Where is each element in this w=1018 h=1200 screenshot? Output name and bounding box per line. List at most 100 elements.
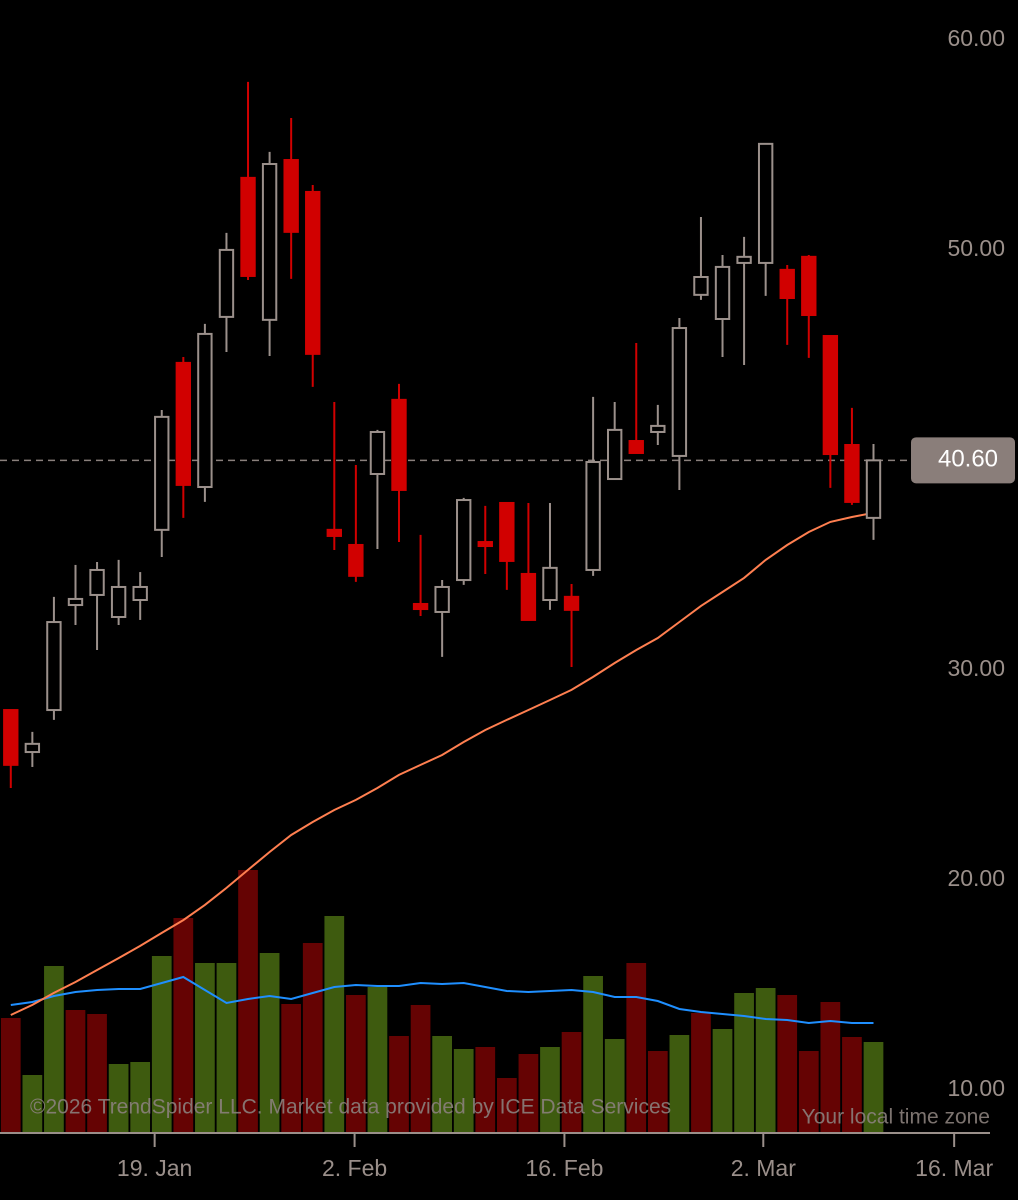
volume-bar [389, 1036, 409, 1133]
y-tick-label: 30.00 [947, 655, 1005, 681]
timezone-note: Your local time zone [802, 1106, 990, 1129]
volume-bar [820, 1002, 841, 1133]
candle-body [693, 276, 709, 296]
candle-body [305, 190, 321, 355]
volume-bar [151, 956, 172, 1133]
volume-bar [44, 966, 64, 1133]
candle-body [89, 568, 105, 596]
volume-bar [195, 963, 215, 1133]
candle-body [650, 424, 666, 433]
candle-body [499, 501, 515, 562]
candle-body [391, 398, 407, 491]
candle-body [326, 528, 342, 537]
volume-bar [453, 1049, 474, 1133]
candle-body [801, 255, 817, 317]
candle-body [434, 585, 450, 613]
credits: ©2026 TrendSpider LLC. Market data provi… [30, 1096, 671, 1119]
candle-body [154, 415, 170, 531]
volume-bar [561, 1032, 582, 1133]
candle-body [671, 327, 688, 457]
candle-body [369, 430, 386, 475]
volume-bar [604, 1039, 625, 1133]
y-tick-label: 50.00 [947, 235, 1005, 261]
candle-body [218, 248, 235, 318]
volume-bar [65, 1010, 86, 1133]
volume-bar [173, 918, 194, 1133]
candle-body [283, 159, 299, 233]
candle-body [563, 595, 580, 611]
candle-body [24, 742, 41, 754]
volume-bar [691, 1013, 711, 1133]
x-tick-label: 19. Jan [117, 1155, 192, 1181]
volume-bar [238, 870, 258, 1133]
volume-bar [669, 1035, 690, 1133]
volume-bar [798, 1051, 819, 1133]
volume-bar [734, 993, 754, 1133]
volume-bar [712, 1029, 733, 1133]
x-tick-label: 2. Feb [322, 1155, 387, 1181]
candle-body [412, 602, 429, 611]
y-tick-label: 10.00 [947, 1075, 1005, 1101]
candle-body [606, 428, 623, 481]
candle-body [520, 572, 537, 621]
volume-bar [777, 995, 798, 1133]
last-price-label: 40.60 [938, 446, 998, 473]
volume-bar [216, 963, 237, 1133]
candle-body [477, 541, 493, 548]
x-tick-label: 16. Feb [525, 1155, 603, 1181]
volume-bar [863, 1042, 884, 1133]
candle-body [175, 361, 192, 486]
volume-bar [0, 1018, 21, 1133]
candle-body [757, 142, 774, 264]
candle-body [261, 163, 278, 321]
x-tick-label: 2. Mar [731, 1155, 797, 1181]
volume-average-line [10, 975, 874, 1025]
volume-bar [410, 1005, 431, 1133]
candle-body [348, 543, 364, 577]
volume-bar [346, 995, 366, 1133]
volume-bar [540, 1047, 560, 1133]
y-tick-label: 60.00 [947, 25, 1005, 51]
volume-bar [108, 1064, 129, 1133]
volume-bar [324, 916, 345, 1133]
x-tick-label: 16. Mar [915, 1155, 993, 1181]
volume-bar [432, 1036, 453, 1133]
moving-average-line [10, 511, 874, 1016]
volume-bar [496, 1078, 517, 1133]
candle-body [110, 585, 127, 619]
volume-bar [87, 1014, 107, 1133]
candle-body [456, 499, 472, 582]
volume-bar [367, 987, 388, 1133]
volume-bar [583, 976, 603, 1133]
volume-bar [22, 1075, 43, 1133]
candle-body [542, 566, 558, 601]
volume-bar [842, 1037, 862, 1133]
volume-bar [626, 963, 647, 1133]
candle-body [628, 440, 644, 454]
volume-bar [259, 953, 280, 1133]
candle-body [46, 621, 62, 712]
volume-bar [281, 1004, 302, 1133]
candle-body [822, 335, 839, 456]
candle-body [714, 265, 731, 321]
volume-bar [755, 988, 776, 1133]
candle-body [865, 459, 882, 519]
candle-body [67, 597, 84, 607]
candle-body [585, 461, 601, 571]
candle-body [844, 444, 860, 503]
candle-body [240, 176, 256, 277]
volume-bar [518, 1054, 539, 1133]
last-price-box [911, 437, 1015, 484]
candle-body [736, 255, 752, 264]
candle-body [779, 268, 795, 300]
volume-bar [130, 1062, 151, 1133]
candle-body [132, 585, 148, 601]
y-tick-label: 20.00 [947, 865, 1005, 891]
candle-body [197, 332, 213, 489]
volume-bar [475, 1047, 496, 1133]
candle-body [3, 709, 19, 766]
volume-bar [302, 943, 323, 1133]
volume-bar [647, 1051, 668, 1133]
